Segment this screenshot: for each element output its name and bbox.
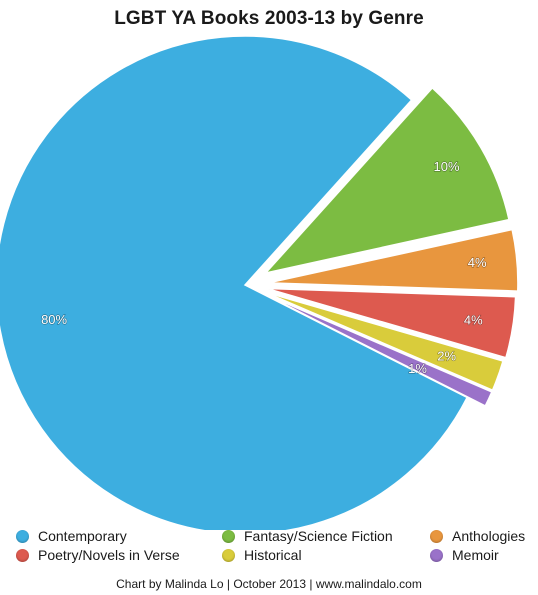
pie-slice-anthologies (268, 228, 519, 292)
legend-swatch-fantasy-science-fiction (222, 529, 235, 543)
legend-swatch-anthologies (430, 529, 443, 543)
legend-label-poetry-novels-in-verse: Poetry/Novels in Verse (38, 547, 180, 563)
slice-label-anthologies: 4% (468, 255, 487, 270)
pie-slice-memoir (262, 292, 493, 407)
pie-slice-contemporary (0, 35, 469, 530)
slice-label-poetry-novels-in-verse: 4% (464, 313, 483, 328)
legend-label-fantasy-science-fiction: Fantasy/Science Fiction (244, 528, 393, 544)
pie-chart: 80% 10% 4% 4% 2% 1% (0, 35, 519, 530)
legend-swatch-poetry-novels-in-verse (16, 548, 29, 562)
legend-item-contemporary: Contemporary (16, 528, 127, 544)
legend-swatch-contemporary (16, 529, 29, 543)
pie-labels: 80% 10% 4% 4% 2% 1% (40, 159, 487, 377)
legend-label-contemporary: Contemporary (38, 528, 127, 544)
legend-item-fantasy-science-fiction: Fantasy/Science Fiction (222, 528, 393, 544)
legend-item-anthologies: Anthologies (430, 528, 525, 544)
pie-slice-historical (263, 291, 504, 392)
legend-label-historical: Historical (244, 547, 302, 563)
chart-legend: Contemporary Fantasy/Science Fiction Ant… (0, 528, 538, 568)
legend-label-memoir: Memoir (452, 547, 499, 563)
slice-label-historical: 2% (437, 349, 456, 364)
legend-item-historical: Historical (222, 547, 302, 563)
pie-slices (0, 35, 519, 530)
slice-label-contemporary: 80% (41, 312, 67, 327)
pie-slice-fantasy-science-fiction (263, 86, 510, 275)
legend-swatch-memoir (430, 548, 443, 562)
slice-label-memoir: 1% (408, 361, 427, 376)
legend-label-anthologies: Anthologies (452, 528, 526, 544)
slice-label-fantasy-science-fiction: 10% (434, 159, 460, 174)
legend-item-poetry-novels-in-verse: Poetry/Novels in Verse (16, 547, 180, 563)
chart-title: LGBT YA Books 2003-13 by Genre (114, 8, 424, 29)
legend-swatch-historical (222, 548, 235, 562)
chart-credit: Chart by Malinda Lo | October 2013 | www… (116, 577, 422, 591)
pie-slice-poetry-novels-in-verse (266, 287, 517, 359)
legend-item-memoir: Memoir (430, 547, 499, 563)
